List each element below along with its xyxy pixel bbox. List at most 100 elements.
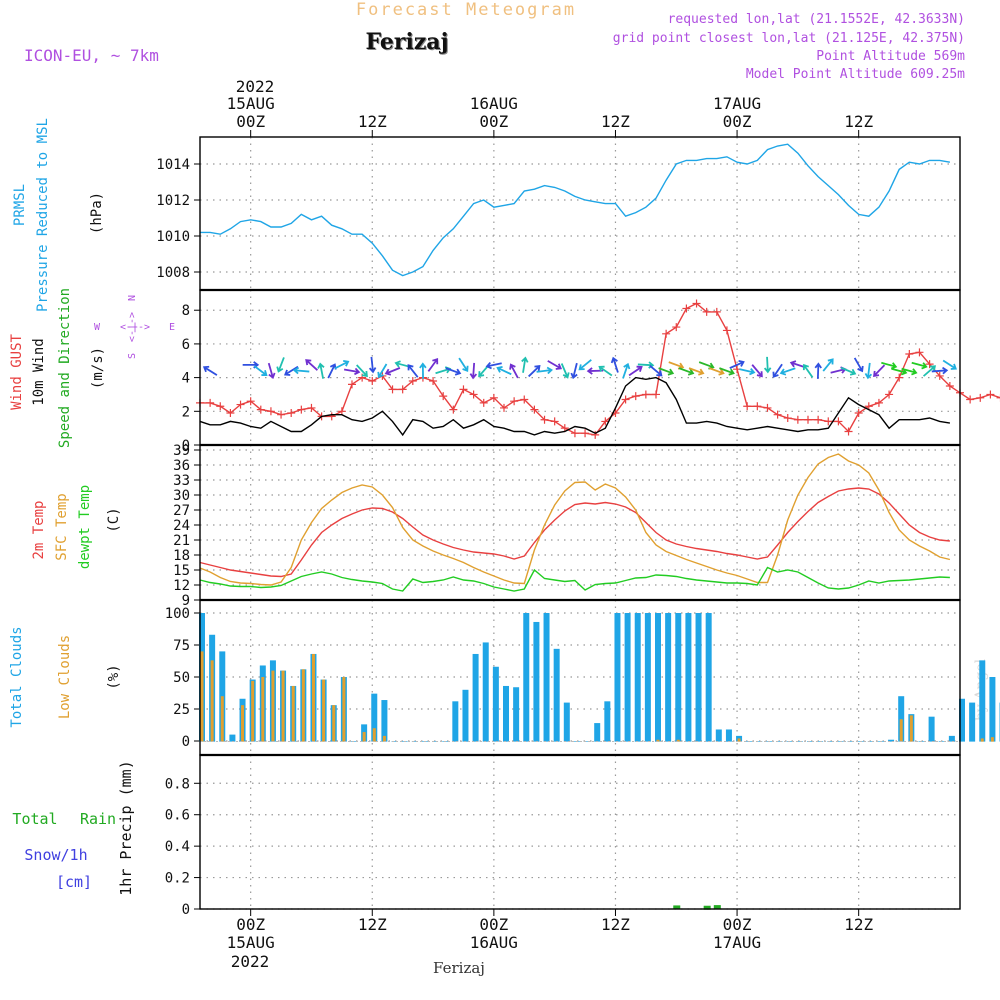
wind-direction-arrow-shape	[678, 367, 695, 376]
label-rain: Rain	[80, 810, 116, 828]
bar-total-clouds	[543, 613, 550, 742]
bar-total-clouds	[827, 741, 834, 742]
bar-low-clouds	[342, 677, 346, 742]
wind-direction-arrow	[628, 365, 643, 377]
gust-marker	[236, 400, 245, 409]
wind-direction-arrow	[688, 367, 705, 376]
ytick-label-p2-5: 24	[173, 518, 190, 534]
wind-direction-arrow-shape	[469, 362, 478, 380]
panel-frame-2	[199, 444, 961, 601]
ytick-label-p1-1: 2	[182, 404, 190, 420]
wind-direction-arrow	[763, 356, 772, 374]
wind-direction-arrow-shape	[622, 362, 631, 379]
gust-marker	[246, 397, 255, 406]
gust-marker	[783, 414, 792, 423]
ytick-label-p3-2: 50	[173, 670, 190, 686]
wind-direction-arrow-shape	[708, 367, 725, 376]
gust-marker	[510, 397, 519, 406]
top-xtick-label-5: 12Z	[844, 112, 873, 131]
bar-low-clouds	[909, 715, 913, 742]
top-date-label-2: 16AUG	[470, 94, 518, 113]
wind-direction-arrow	[225, 363, 235, 379]
top-xtick-label-1: 12Z	[358, 112, 387, 131]
wind-direction-arrow	[739, 368, 756, 376]
bar-low-clouds	[220, 696, 224, 742]
gust-marker	[226, 408, 235, 417]
ytick-label-p2-7: 30	[173, 488, 190, 504]
gust-marker	[581, 429, 590, 438]
wind-direction-arrow-shape	[327, 363, 337, 379]
top-xtick-label-0: 00Z	[236, 112, 265, 131]
wind-direction-arrow	[678, 367, 695, 376]
bar-low-clouds	[676, 739, 680, 742]
bar-total-clouds	[584, 741, 591, 742]
wind-direction-arrow	[521, 356, 529, 373]
wind-direction-arrow	[202, 365, 218, 376]
label-precip-mm: 1hr Precip (mm)	[117, 760, 135, 895]
wind-direction-arrow	[622, 362, 631, 379]
ytick-label-p0-1: 1010	[156, 229, 190, 245]
gust-marker	[966, 395, 975, 404]
compass-north: N	[127, 295, 138, 301]
gust-marker	[479, 398, 488, 407]
ytick-label-p3-4: 100	[165, 606, 190, 622]
bar-total-clouds	[796, 741, 803, 742]
compass-west: W	[94, 322, 101, 333]
wind-direction-arrow-shape	[873, 364, 886, 377]
bar-rain	[703, 905, 711, 910]
series-2m-temp	[199, 487, 950, 578]
wind-direction-arrow-shape	[377, 363, 388, 379]
ytick-label-p1-2: 4	[182, 371, 190, 387]
bar-rain	[673, 905, 681, 910]
bar-total-clouds	[969, 702, 976, 742]
gust-marker	[824, 417, 833, 426]
wind-direction-arrow-shape	[822, 358, 834, 372]
wind-direction-arrow-shape	[610, 356, 619, 373]
label-hpa: (hPa)	[89, 192, 105, 234]
wind-direction-arrow	[719, 367, 735, 376]
panel-labels: PRMSL Pressure Reduced to MSL (hPa) Wind…	[9, 118, 175, 896]
ytick-label-p2-9: 36	[173, 458, 190, 474]
gust-marker	[368, 376, 377, 385]
bar-low-clouds	[656, 739, 660, 742]
wind-direction-arrow-shape	[427, 357, 439, 372]
wind-direction-arrow	[560, 363, 570, 379]
bottom-date-label-4: 17AUG	[713, 933, 761, 952]
wind-direction-arrow-shape	[763, 356, 772, 374]
wind-direction-arrow	[729, 360, 745, 369]
gust-marker	[266, 407, 275, 416]
model-altitude: Model Point Altitude 609.25m	[746, 67, 965, 82]
top-date-label-0: 15AUG	[227, 94, 275, 113]
top-title: Forecast Meteogram	[356, 0, 576, 20]
requested-coords: requested lon,lat (21.1552E, 42.3633N)	[668, 12, 965, 27]
wind-direction-arrow	[751, 364, 763, 378]
wind-direction-arrow-shape	[922, 365, 937, 377]
bar-total-clouds	[928, 716, 935, 742]
top-xtick-label-2: 00Z	[479, 112, 508, 131]
label-dewpt-temp: dewpt Temp	[77, 485, 93, 569]
bar-total-clouds	[503, 685, 509, 742]
bar-total-clouds	[989, 677, 996, 742]
wind-direction-arrow-shape	[658, 367, 675, 376]
gust-marker	[763, 403, 772, 412]
wind-direction-arrow-shape	[485, 361, 502, 370]
bar-low-clouds	[737, 738, 741, 742]
gust-marker	[945, 382, 954, 391]
wind-direction-arrow	[377, 363, 388, 379]
bar-low-clouds	[241, 705, 245, 742]
bar-total-clouds	[665, 613, 672, 742]
ytick-label-p2-3: 18	[173, 548, 190, 564]
compass-south: S	[127, 353, 138, 359]
wind-direction-arrow	[822, 358, 834, 372]
wind-direction-arrow-shape	[368, 356, 377, 374]
bar-total-clouds	[472, 653, 479, 742]
gust-marker	[895, 373, 904, 382]
wind-direction-arrow-shape	[305, 359, 319, 371]
gust-marker	[500, 403, 508, 412]
label-pressure-msl: Pressure Reduced to MSL	[35, 118, 51, 312]
ytick-label-p3-1: 25	[173, 702, 190, 718]
wind-direction-arrow-shape	[751, 364, 763, 378]
ytick-label-p2-0: 9	[182, 593, 190, 609]
gust-marker	[773, 410, 782, 419]
